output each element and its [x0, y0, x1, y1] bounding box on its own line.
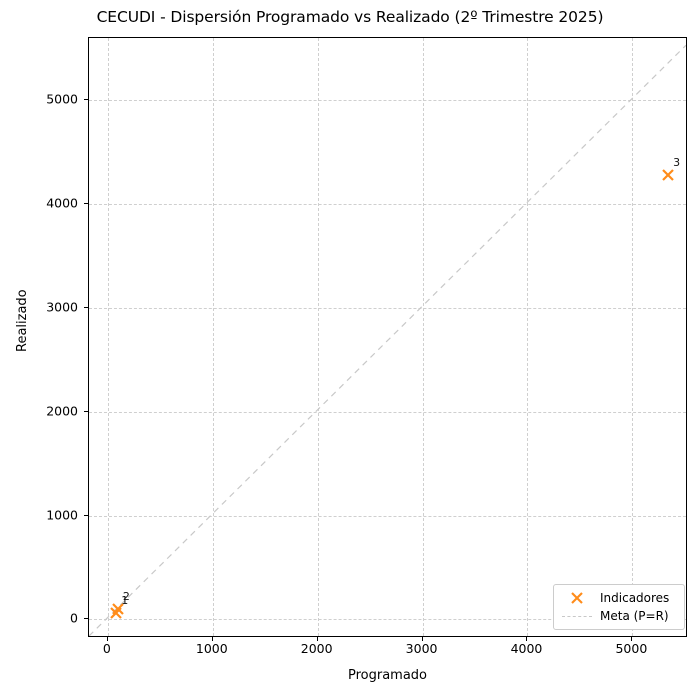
y-tick-label: 1000	[46, 507, 78, 522]
gridline-horizontal	[89, 411, 686, 413]
y-tick-label: 5000	[46, 91, 78, 107]
meta-reference-line	[89, 38, 686, 636]
x-tick-label: 0	[102, 641, 111, 656]
x-tick-mark	[526, 637, 528, 641]
gridline-vertical	[422, 38, 424, 636]
data-point-label: 2	[122, 590, 130, 604]
gridline-vertical	[527, 38, 529, 636]
data-point-marker	[109, 600, 127, 618]
gridline-vertical	[212, 38, 214, 636]
x-tick-label: 2000	[300, 641, 333, 656]
x-tick-label: 3000	[405, 641, 438, 656]
y-tick-label: 0	[70, 610, 78, 626]
y-tick-mark	[84, 618, 88, 620]
x-tick-label: 1000	[195, 641, 228, 656]
x-tick-label: 4000	[510, 641, 543, 656]
legend-label-indicadores: Indicadores	[600, 591, 670, 605]
y-tick-mark	[84, 514, 88, 516]
x-axis-label: Programado	[347, 668, 428, 683]
gridline-horizontal	[89, 100, 686, 102]
x-tick-mark	[106, 637, 108, 641]
y-tick-mark	[84, 306, 88, 308]
gridline-horizontal	[89, 204, 686, 206]
y-axis-label: Realizado	[15, 289, 30, 352]
y-tick-label: 4000	[46, 195, 78, 211]
x-tick-mark	[631, 637, 633, 641]
data-point-marker	[659, 166, 677, 184]
legend-marker-x-icon	[560, 589, 594, 607]
x-tick-label: 5000	[615, 641, 648, 656]
y-tick-mark	[84, 99, 88, 101]
y-tick-mark	[84, 410, 88, 412]
legend-label-meta: Meta (P=R)	[600, 609, 669, 623]
legend-item-indicadores: Indicadores	[560, 589, 678, 607]
legend-item-meta: Meta (P=R)	[560, 607, 678, 625]
chart-title: CECUDI - Dispersión Programado vs Realiz…	[96, 8, 604, 26]
y-tick-label: 2000	[46, 403, 78, 419]
gridline-horizontal	[89, 515, 686, 517]
x-tick-mark	[316, 637, 318, 641]
x-tick-mark	[421, 637, 423, 641]
legend-dashed-line-icon	[560, 607, 594, 625]
data-point-label: 3	[673, 155, 681, 169]
data-point-label: 1	[121, 594, 129, 608]
x-tick-mark	[211, 637, 213, 641]
gridline-horizontal	[89, 307, 686, 309]
gridline-horizontal	[89, 619, 686, 621]
y-tick-label: 3000	[46, 299, 78, 315]
gridline-vertical	[107, 38, 109, 636]
y-tick-mark	[84, 203, 88, 205]
gridline-vertical	[632, 38, 634, 636]
gridline-vertical	[317, 38, 319, 636]
chart-legend: Indicadores Meta (P=R)	[553, 584, 685, 630]
